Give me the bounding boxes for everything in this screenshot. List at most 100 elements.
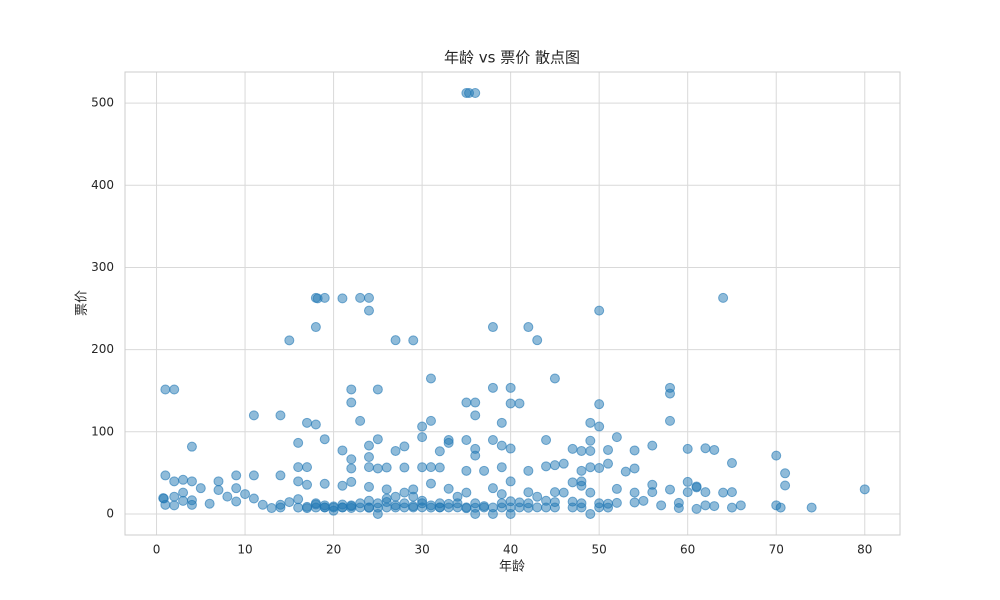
point [363, 462, 374, 473]
point [673, 497, 684, 508]
point [293, 476, 304, 487]
point [700, 487, 711, 498]
point [603, 498, 614, 509]
point [780, 480, 791, 491]
point [372, 434, 383, 445]
point [399, 498, 410, 509]
point [408, 501, 419, 512]
point [363, 481, 374, 492]
point [718, 487, 729, 498]
plot-frame [124, 71, 901, 536]
point [284, 335, 295, 346]
point [470, 397, 481, 408]
point [346, 476, 357, 487]
point [346, 500, 357, 511]
point [169, 384, 180, 395]
point [505, 443, 516, 454]
point [585, 417, 596, 428]
point [231, 496, 242, 507]
x-tick-label: 60 [680, 543, 695, 557]
point [464, 88, 475, 99]
point [346, 397, 357, 408]
point [417, 421, 428, 432]
point [443, 437, 454, 448]
point [293, 494, 304, 505]
point [691, 503, 702, 514]
point [337, 445, 348, 456]
point [629, 463, 640, 474]
point [275, 502, 286, 513]
point [355, 498, 366, 509]
y-tick-label: 400 [91, 178, 114, 192]
point [293, 502, 304, 513]
point [417, 462, 428, 473]
point [381, 462, 392, 473]
point [647, 440, 658, 451]
point [709, 444, 720, 455]
point [541, 435, 552, 446]
point [302, 503, 313, 514]
point [567, 477, 578, 488]
point [417, 432, 428, 443]
point [266, 503, 277, 514]
point [390, 335, 401, 346]
point [594, 305, 605, 316]
point [293, 462, 304, 473]
point [611, 432, 622, 443]
point [726, 458, 737, 469]
point [726, 487, 737, 498]
point [461, 397, 472, 408]
x-tick-label: 40 [503, 543, 518, 557]
point [452, 491, 463, 502]
point [425, 415, 436, 426]
point [611, 497, 622, 508]
x-tick-label: 0 [153, 543, 161, 557]
point [576, 498, 587, 509]
point [496, 440, 507, 451]
point [487, 322, 498, 333]
point [523, 322, 534, 333]
point [664, 415, 675, 426]
point [337, 499, 348, 510]
x-axis-label: 年龄 [499, 560, 525, 575]
point [487, 435, 498, 446]
x-tick-label: 30 [414, 543, 429, 557]
point [629, 445, 640, 456]
x-tick-label: 50 [592, 543, 607, 557]
point [470, 450, 481, 461]
point [780, 468, 791, 479]
point [603, 458, 614, 469]
point [293, 437, 304, 448]
point [558, 487, 569, 498]
point [558, 458, 569, 469]
point [594, 498, 605, 509]
point [302, 462, 313, 473]
point [319, 500, 330, 511]
x-tick-label: 10 [237, 543, 252, 557]
point [328, 505, 339, 516]
point [576, 480, 587, 491]
point [523, 498, 534, 509]
point [240, 489, 251, 500]
point [160, 499, 171, 510]
x-tick-label: 80 [857, 543, 872, 557]
point [549, 497, 560, 508]
point [806, 502, 817, 513]
point [470, 410, 481, 421]
point [169, 491, 180, 502]
point [514, 398, 525, 409]
point [549, 460, 560, 471]
point [585, 462, 596, 473]
point [355, 415, 366, 426]
point [222, 491, 233, 502]
point [603, 444, 614, 455]
point [312, 293, 323, 304]
point [363, 495, 374, 506]
point [585, 445, 596, 456]
x-tick-label: 20 [326, 543, 341, 557]
point [611, 483, 622, 494]
point [399, 441, 410, 452]
point [691, 482, 702, 493]
point [248, 410, 259, 421]
